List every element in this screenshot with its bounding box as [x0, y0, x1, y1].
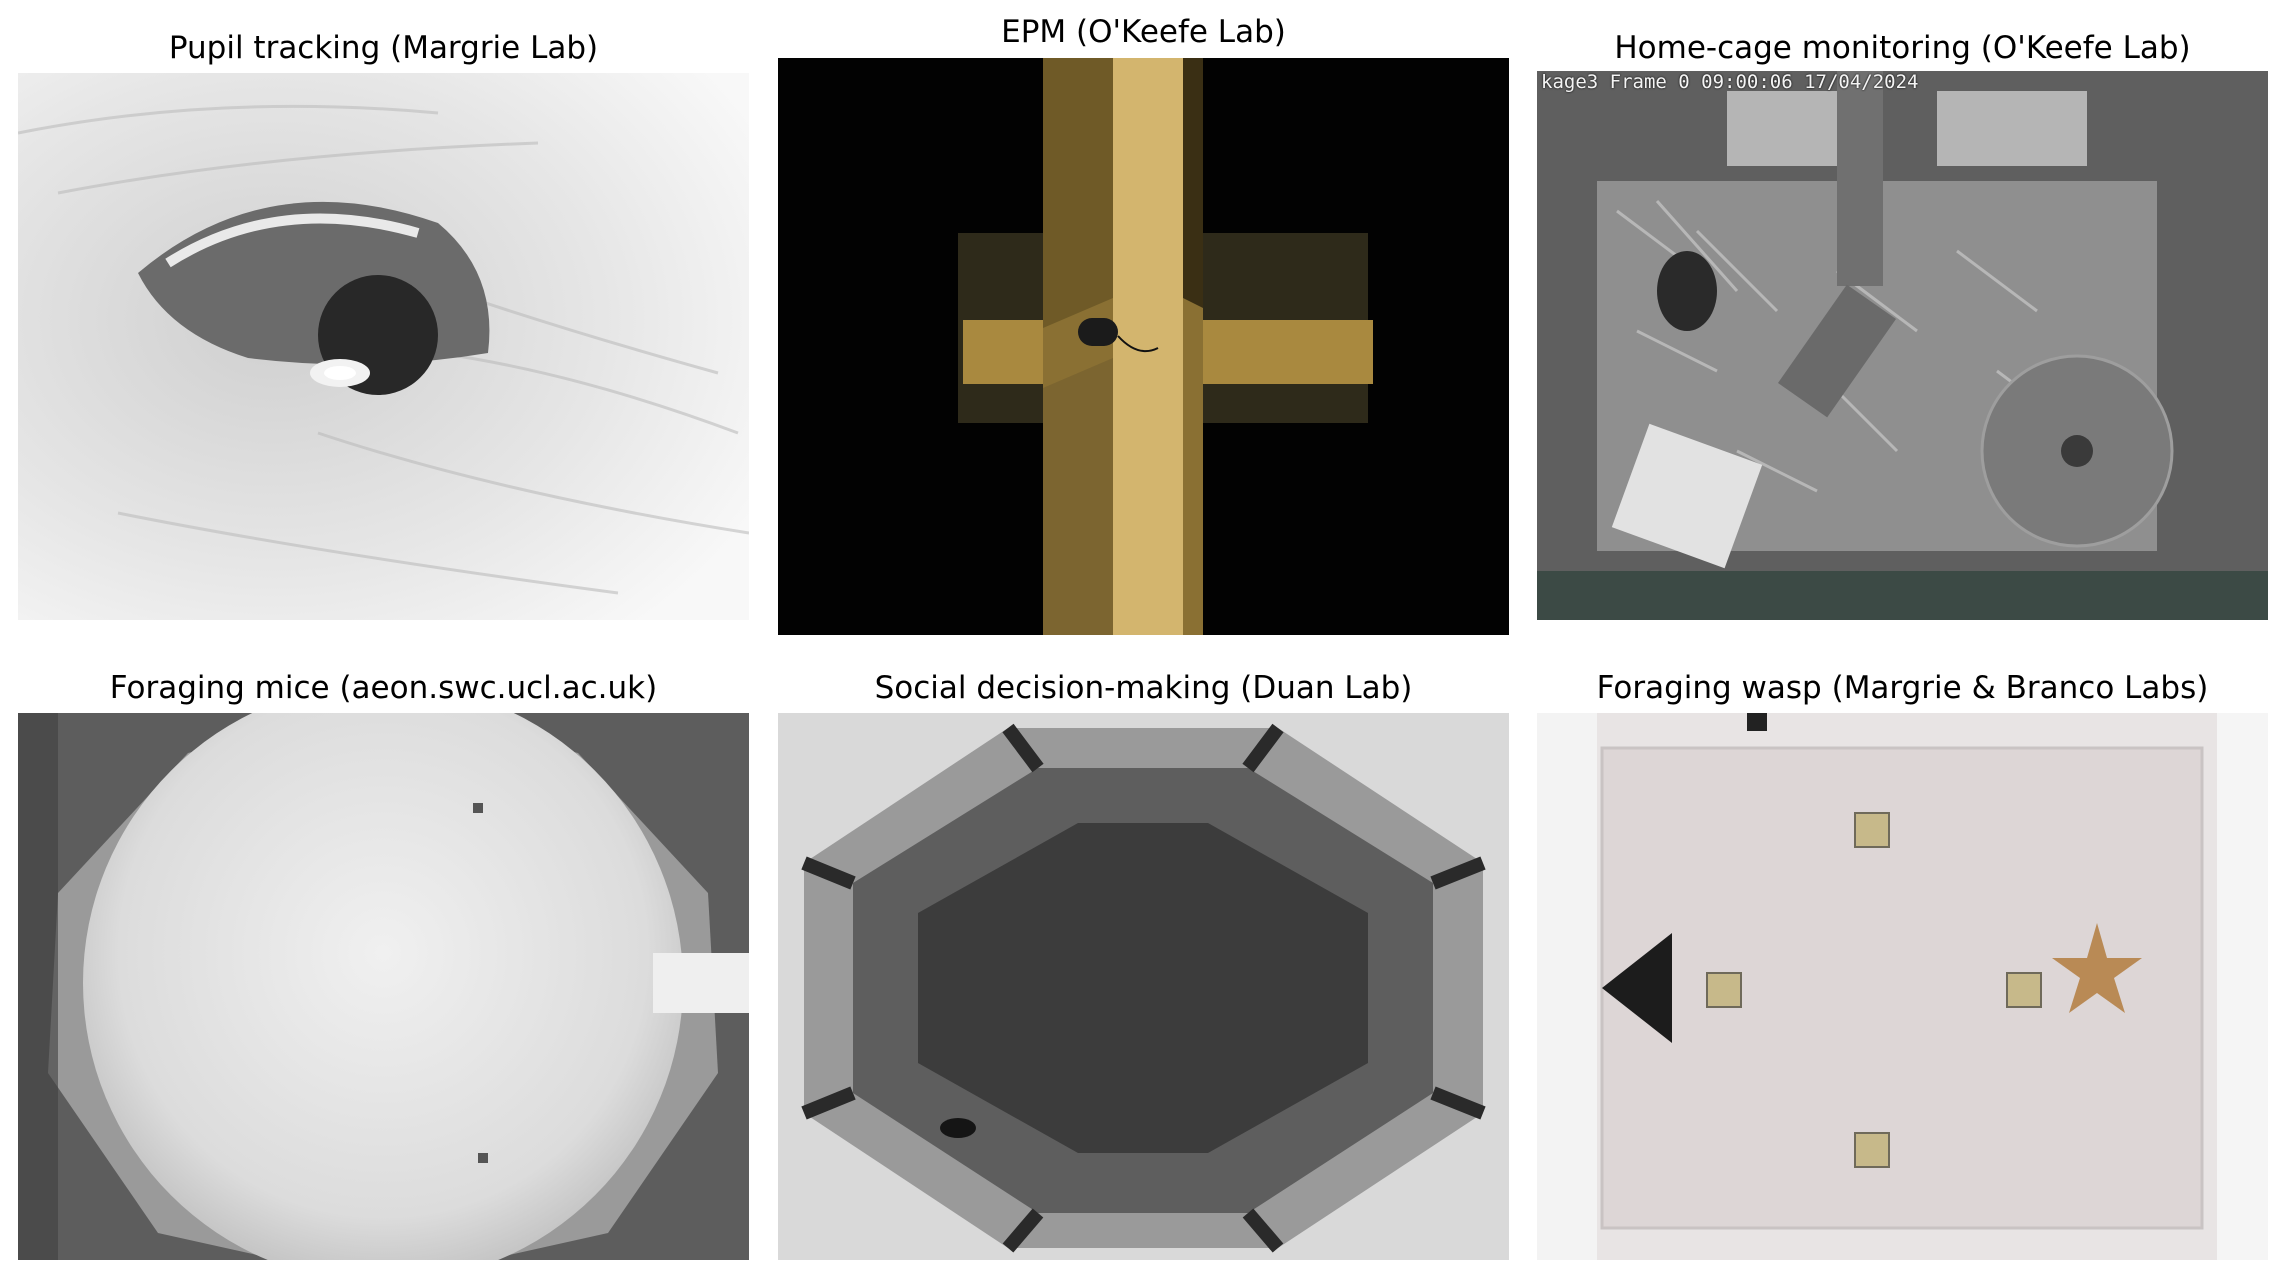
panel-home-cage: Home-cage monitoring (O'Keefe Lab) kage3…	[1537, 28, 2268, 620]
panel-title: Social decision-making (Duan Lab)	[874, 670, 1413, 706]
panel-pupil-tracking: Pupil tracking (Margrie Lab)	[18, 28, 749, 620]
panel-title: Foraging mice (aeon.swc.ucl.ac.uk)	[109, 670, 658, 706]
frame-overlay-text: kage3 Frame 0 09:00:06 17/04/2024	[1541, 71, 1919, 93]
foraging-wasp-image	[1537, 713, 2268, 1260]
pupil-tracking-image	[18, 73, 749, 620]
social-decision-image	[778, 713, 1509, 1260]
panel-foraging-mice: Foraging mice (aeon.swc.ucl.ac.uk)	[18, 668, 749, 1260]
panel-social-decision: Social decision-making (Duan Lab)	[778, 668, 1509, 1260]
panel-foraging-wasp: Foraging wasp (Margrie & Branco Labs)	[1537, 668, 2268, 1260]
home-cage-image: kage3 Frame 0 09:00:06 17/04/2024	[1537, 71, 2268, 620]
panel-epm: EPM (O'Keefe Lab)	[778, 12, 1509, 635]
epm-image	[778, 58, 1509, 635]
panel-title: Foraging wasp (Margrie & Branco Labs)	[1596, 670, 2209, 706]
panel-title: Pupil tracking (Margrie Lab)	[168, 30, 599, 66]
panel-title: EPM (O'Keefe Lab)	[1001, 14, 1286, 50]
foraging-mice-image	[18, 713, 749, 1260]
panel-title: Home-cage monitoring (O'Keefe Lab)	[1614, 30, 2191, 66]
